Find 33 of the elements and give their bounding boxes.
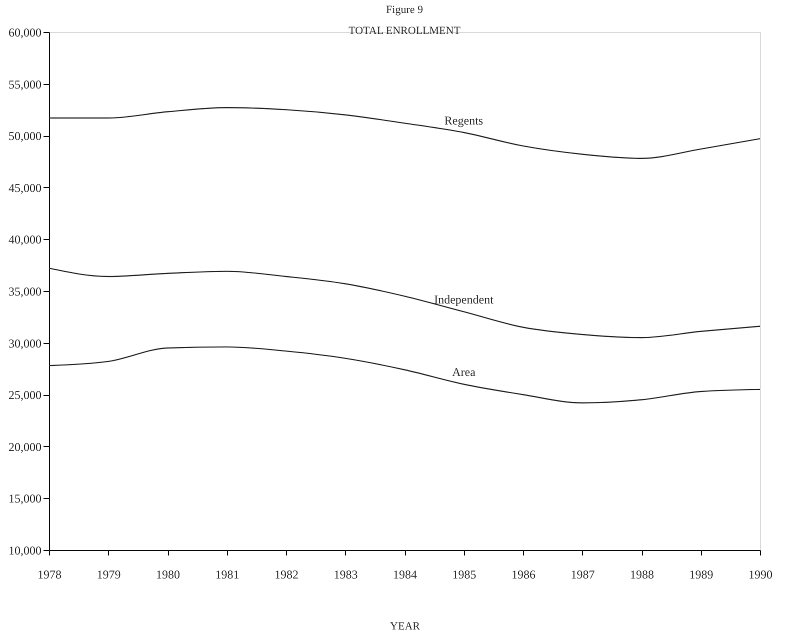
x-tick-label: 1989 xyxy=(689,568,714,582)
y-tick-label: 55,000 xyxy=(8,77,42,92)
line-series xyxy=(48,268,761,338)
x-tick-label: 1982 xyxy=(274,568,298,582)
x-tick-label: 1988 xyxy=(630,568,654,582)
x-tick-label: 1978 xyxy=(38,568,62,582)
y-tick-label: 40,000 xyxy=(8,232,42,247)
line-series xyxy=(48,107,761,159)
y-tick-label: 60,000 xyxy=(8,26,42,40)
x-tick-label: 1980 xyxy=(156,568,180,582)
y-tick-label: 50,000 xyxy=(8,129,42,144)
x-axis-title: YEAR xyxy=(390,620,421,632)
series-label: Regents xyxy=(444,113,484,128)
y-tick-label: 35,000 xyxy=(8,284,42,298)
chart-title: Figure 9 xyxy=(386,4,424,16)
x-tick-label: 1985 xyxy=(452,568,476,582)
x-tick-label: 1986 xyxy=(512,568,536,582)
line-series xyxy=(48,346,761,404)
series-label: Independent xyxy=(434,292,494,307)
y-tick-label: 20,000 xyxy=(8,440,42,454)
x-tick-label: 1979 xyxy=(96,568,121,582)
y-tick-label: 10,000 xyxy=(8,544,42,558)
y-tick-label: 25,000 xyxy=(8,388,42,402)
x-tick-label: 1984 xyxy=(393,568,417,582)
x-tick-label: 1990 xyxy=(748,568,772,582)
x-tick-label: 1981 xyxy=(215,568,240,582)
series-label: Area xyxy=(452,365,476,380)
x-tick-label: 1987 xyxy=(570,568,595,582)
y-tick-label: 30,000 xyxy=(8,336,42,350)
x-tick-label: 1983 xyxy=(334,568,358,582)
y-tick-label: 45,000 xyxy=(8,180,42,195)
y-tick-label: 15,000 xyxy=(8,492,42,506)
chart-subtitle: TOTAL ENROLLMENT xyxy=(348,25,461,37)
